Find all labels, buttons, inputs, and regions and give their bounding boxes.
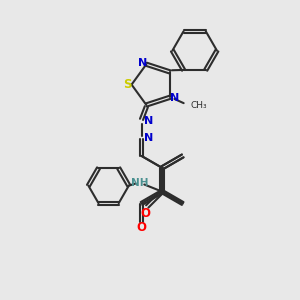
Text: N: N — [144, 116, 153, 126]
Text: O: O — [141, 206, 151, 220]
Text: N: N — [138, 58, 147, 68]
Text: NH: NH — [131, 178, 148, 188]
Text: N: N — [144, 133, 153, 142]
Text: CH₃: CH₃ — [190, 101, 207, 110]
Text: N: N — [170, 93, 179, 103]
Text: O: O — [136, 221, 146, 234]
Text: S: S — [123, 77, 132, 91]
